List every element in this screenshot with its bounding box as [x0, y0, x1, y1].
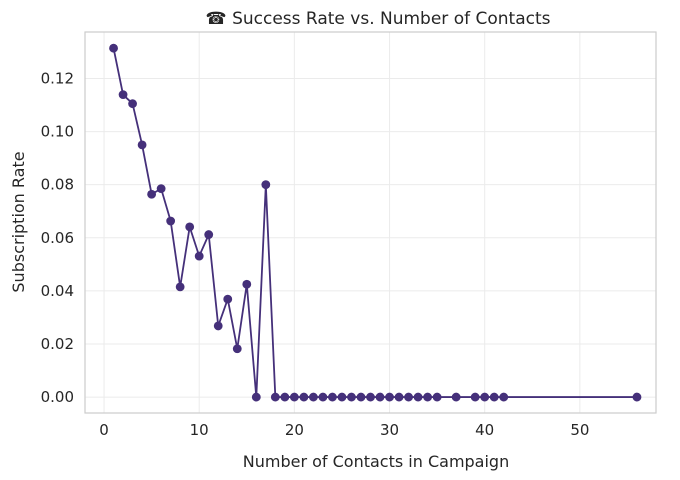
data-point [347, 392, 356, 402]
data-point [423, 392, 432, 402]
data-point [185, 222, 195, 232]
data-point [204, 230, 214, 239]
data-point [299, 392, 309, 402]
plot-frame [84, 31, 657, 414]
data-point [499, 392, 509, 402]
data-point [242, 279, 252, 289]
x-tick-label: 40 [475, 421, 494, 439]
plot-background [85, 32, 656, 413]
data-point [470, 392, 480, 402]
series-group [109, 43, 642, 402]
y-axis-ticks: 0.00 0.02 0.04 0.06 0.08 0.10 0.12 [41, 69, 74, 406]
x-tick-label: 10 [190, 421, 209, 439]
data-point [451, 392, 461, 402]
data-point [118, 90, 128, 100]
x-axis-label: Number of Contacts in Campaign [243, 452, 509, 471]
y-axis-label: Subscription Rate [9, 151, 28, 292]
data-point [223, 294, 233, 304]
data-point [337, 392, 347, 402]
data-point [137, 140, 147, 150]
data-point [366, 392, 375, 402]
x-tick-label: 30 [380, 421, 399, 439]
data-point [270, 392, 280, 402]
data-point [356, 392, 366, 402]
y-tick-label: 0.06 [41, 229, 74, 247]
y-tick-label: 0.10 [41, 123, 74, 141]
data-point [375, 392, 385, 402]
data-point [404, 392, 413, 402]
data-point [194, 251, 204, 261]
y-tick-label: 0.12 [41, 69, 74, 87]
data-point [413, 392, 423, 402]
x-tick-label: 50 [570, 421, 589, 439]
data-point [147, 189, 157, 199]
chart-title: ☎ Success Rate vs. Number of Contacts [205, 9, 550, 29]
data-point [385, 392, 394, 402]
data-point [232, 344, 242, 354]
x-tick-label: 20 [285, 421, 304, 439]
data-point [328, 392, 337, 402]
data-point [318, 392, 328, 402]
y-tick-label: 0.04 [41, 282, 74, 300]
data-point [175, 282, 185, 292]
data-point [394, 392, 404, 402]
data-point [432, 392, 442, 402]
data-point [156, 184, 166, 194]
data-point [213, 321, 223, 331]
x-tick-label: 0 [99, 421, 109, 439]
data-point [251, 392, 261, 402]
data-point [289, 392, 299, 402]
data-point [480, 392, 490, 402]
y-tick-label: 0.02 [41, 335, 74, 353]
data-point [309, 392, 318, 402]
y-tick-label: 0.08 [41, 176, 74, 194]
data-point [261, 180, 271, 190]
data-point [489, 392, 499, 402]
x-axis-ticks: 0 10 20 30 40 50 [99, 421, 589, 439]
y-tick-label: 0.00 [41, 388, 74, 406]
data-point [128, 99, 137, 109]
data-point [166, 216, 176, 226]
data-point [109, 43, 118, 53]
data-point [280, 392, 290, 402]
data-point [632, 392, 642, 402]
